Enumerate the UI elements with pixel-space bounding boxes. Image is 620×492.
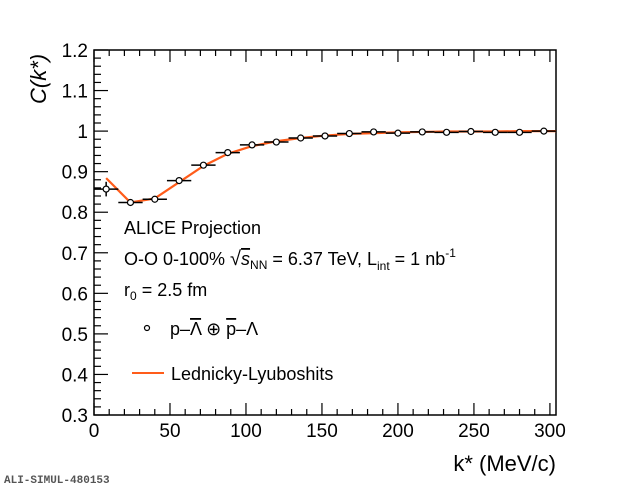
data-series [94, 127, 556, 207]
data-marker [248, 141, 256, 149]
data-point [191, 161, 216, 169]
axis-ticks [93, 49, 551, 416]
data-point [166, 176, 192, 185]
lumi-subscript: int [377, 259, 390, 273]
data-point [312, 132, 338, 140]
data-marker [442, 128, 451, 136]
data-marker [467, 127, 475, 136]
figure-id: ALI-SIMUL-480153 [4, 475, 110, 487]
x-tick-label: 250 [458, 421, 490, 442]
data-marker [540, 127, 548, 135]
data-point [118, 198, 143, 207]
data-point [337, 129, 362, 138]
legend-part-lambda: –Λ [236, 319, 258, 339]
data-point [142, 195, 167, 203]
data-point [507, 128, 532, 136]
x-axis-label: k* (MeV/c) [453, 451, 556, 476]
x-tick-label: 0 [89, 421, 100, 442]
data-point [361, 128, 386, 136]
y-tick-label: 0.5 [62, 325, 88, 346]
data-point [483, 128, 508, 136]
sqrt-sign: √ [230, 248, 241, 270]
data-marker [345, 129, 353, 138]
fit-curve-line [105, 130, 556, 204]
data-marker [199, 161, 208, 169]
y-tick-label: 0.4 [62, 365, 89, 386]
data-point [215, 149, 240, 157]
y-tick-label: 0.9 [62, 163, 88, 184]
y-tick-label: 1.1 [62, 82, 88, 103]
y-axis-label-text: C(k*) [26, 54, 51, 104]
data-marker [297, 134, 305, 142]
data-point [458, 127, 484, 136]
y-tick-label: 0.7 [62, 244, 88, 265]
data-marker [515, 128, 524, 136]
legend-label-fit: Lednicky-Lyuboshits [171, 364, 333, 384]
data-point [288, 134, 313, 142]
x-tick-label: 100 [230, 421, 262, 442]
y-tick-label: 0.6 [62, 284, 88, 305]
sqrt-s: s [241, 249, 250, 269]
legend-label-data: p–Λ ⊕ p–Λ [170, 319, 258, 339]
legend: p–Λ ⊕ p–Λ Lednicky-Lyuboshits [132, 319, 333, 384]
data-point [531, 127, 556, 135]
annotation-title: ALICE Projection [124, 218, 261, 238]
data-marker [175, 176, 183, 185]
y-tick-label: 1.2 [62, 41, 88, 62]
radius-value: = 2.5 fm [137, 280, 208, 300]
lumi-text: = 1 nb [390, 249, 446, 269]
radius-subscript: 0 [130, 289, 137, 303]
data-marker [126, 198, 135, 207]
data-marker [394, 129, 402, 137]
data-point [239, 141, 265, 149]
legend-part-oplus: ⊕ [201, 319, 226, 339]
y-tick-label: 1 [77, 122, 88, 143]
plot-frame [93, 49, 557, 416]
annotation-block: ALICE Projection O-O 0-100% √sNN = 6.37 … [124, 218, 456, 303]
y-tick-label: 0.3 [62, 406, 88, 427]
data-point [385, 129, 411, 137]
data-marker [272, 138, 280, 146]
data-marker [102, 185, 110, 193]
data-point [94, 181, 119, 197]
sqrt-s-subscript: NN [250, 258, 267, 272]
energy-text: = 6.37 TeV, L [267, 249, 377, 269]
data-marker [224, 149, 232, 157]
data-point [410, 128, 435, 136]
y-tick-labels: 0.3 0.4 0.5 0.6 0.7 0.8 0.9 1 1.1 1.2 [62, 41, 89, 427]
fit-series [105, 130, 556, 204]
data-marker [321, 132, 329, 140]
legend-part-antip: p [226, 319, 236, 339]
data-point [434, 128, 459, 136]
data-marker [370, 128, 378, 136]
x-tick-label: 300 [534, 421, 566, 442]
annotation-system-prefix: O-O 0-100% [124, 249, 230, 269]
lumi-superscript: -1 [445, 246, 456, 260]
data-point [264, 138, 289, 146]
x-tick-label: 150 [306, 421, 338, 442]
data-marker [491, 128, 499, 136]
annotation-radius: r0 = 2.5 fm [124, 280, 207, 303]
legend-part-antilambda: Λ [190, 319, 202, 339]
x-tick-label: 200 [382, 421, 414, 442]
legend-part-p: p– [170, 319, 190, 339]
y-axis-label: C(k*) [26, 54, 51, 104]
x-tick-label: 50 [159, 421, 180, 442]
y-tick-label: 0.8 [62, 203, 88, 224]
data-marker [418, 128, 426, 136]
plot-border [93, 49, 557, 416]
x-tick-labels: 0 50 100 150 200 250 300 [89, 421, 566, 442]
data-marker [151, 195, 159, 203]
legend-marker-circle [143, 324, 151, 332]
radius-symbol: r [124, 280, 130, 300]
annotation-system: O-O 0-100% √sNN = 6.37 TeV, Lint = 1 nb-… [124, 246, 456, 273]
